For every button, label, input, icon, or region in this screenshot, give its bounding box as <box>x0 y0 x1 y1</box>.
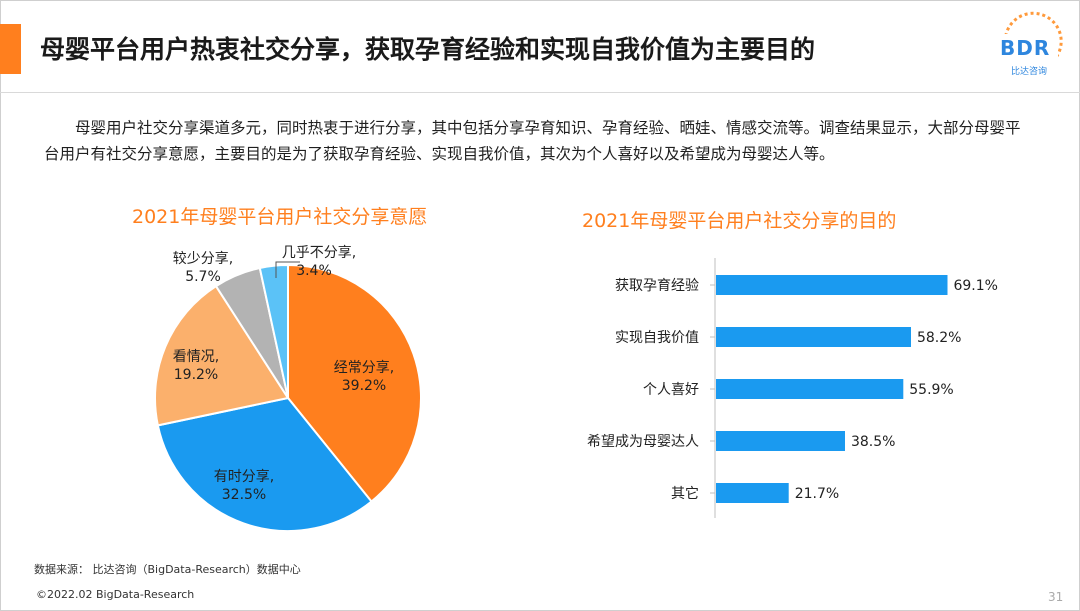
pie-slice-name: 几乎不分享, <box>282 244 356 261</box>
page-number: 31 <box>1048 590 1064 604</box>
pie-slice-name: 经常分享, <box>334 359 394 376</box>
pie-slice <box>156 396 373 532</box>
bar-chart-title: 2021年母婴平台用户社交分享的目的 <box>582 210 897 232</box>
pie-slice-value: 3.4% <box>296 263 332 279</box>
pie-leader-line <box>275 261 300 278</box>
logo-subtitle: 比达咨询 <box>1011 67 1048 77</box>
bar-value-label: 21.7% <box>795 486 839 502</box>
intro-paragraph: 母婴用户社交分享渠道多元，同时热衷于进行分享，其中包括分享孕育知识、孕育经验、晒… <box>44 119 1021 163</box>
copyright-footer: ©2022.02 BigData-Research <box>36 588 195 601</box>
bar-category-label: 其它 <box>671 485 699 502</box>
title-divider <box>0 92 1080 93</box>
bar-rect <box>716 327 911 347</box>
logo-text: BDR <box>1000 36 1051 60</box>
pie-slice-value: 39.2% <box>342 378 386 394</box>
bar-value-label: 38.5% <box>851 434 895 450</box>
bar-value-label: 55.9% <box>909 382 953 398</box>
pie-slice-name: 较少分享, <box>173 250 233 267</box>
bar-rect <box>716 379 904 399</box>
bdr-logo-icon <box>1000 11 1063 62</box>
bar-category-label: 获取孕育经验 <box>615 278 699 294</box>
data-source: 数据来源： 比达咨询（BigData-Research）数据中心 <box>34 563 301 576</box>
pie-slice-name: 有时分享, <box>214 468 274 485</box>
bar-rect <box>716 431 845 451</box>
pie-slice <box>154 284 290 427</box>
pie-slice <box>287 263 422 503</box>
bar-value-label: 69.1% <box>953 278 997 294</box>
bar-rect <box>716 483 789 503</box>
bar-value-label: 58.2% <box>917 330 961 346</box>
pie-slice-value: 5.7% <box>185 269 221 285</box>
bar-category-label: 实现自我价值 <box>615 330 699 346</box>
bar-rect <box>716 275 948 295</box>
bar-category-label: 个人喜好 <box>643 382 699 398</box>
pie-slice <box>258 263 289 399</box>
pie-chart-title: 2021年母婴平台用户社交分享意愿 <box>132 206 428 228</box>
pie-slice-value: 19.2% <box>174 367 218 383</box>
pie-slice-value: 32.5% <box>222 487 266 503</box>
page-title: 母婴平台用户热衷社交分享，获取孕育经验和实现自我价值为主要目的 <box>40 35 816 64</box>
bar-category-label: 希望成为母婴达人 <box>587 434 699 450</box>
title-accent-bar <box>0 24 21 74</box>
pie-slice-name: 看情况, <box>173 349 219 365</box>
